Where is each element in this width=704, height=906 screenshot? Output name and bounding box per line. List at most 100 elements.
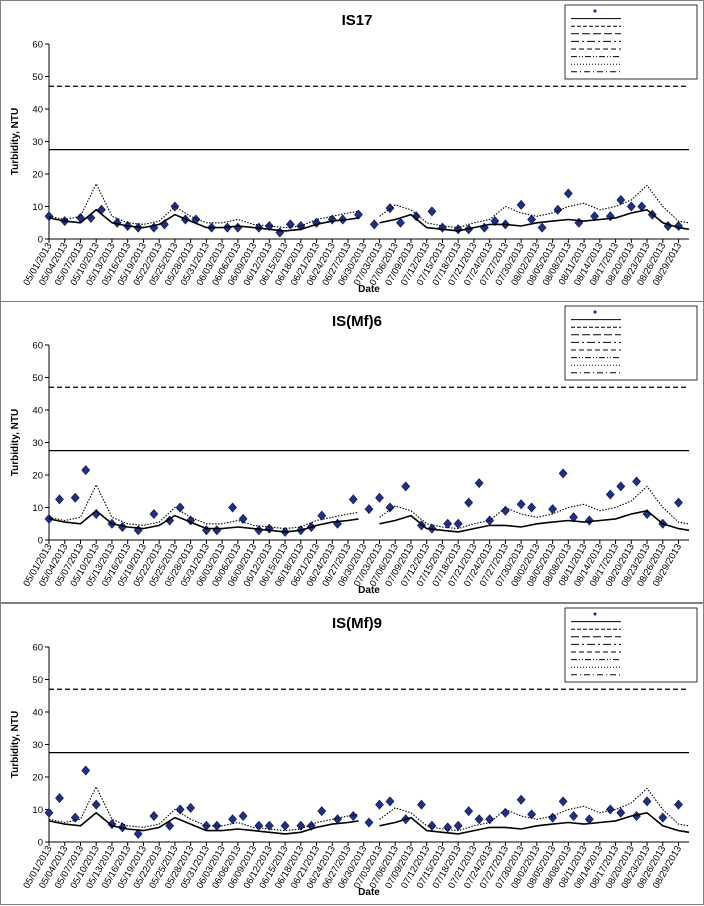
data-point-diamond <box>553 204 563 215</box>
data-point-diamond <box>348 494 358 505</box>
data-point-diamond <box>616 807 626 818</box>
y-tick-label: 10 <box>32 805 43 816</box>
data-point-diamond <box>527 502 537 513</box>
y-axis-title: Turbidity, NTU <box>10 108 21 175</box>
y-tick-label: 0 <box>38 235 43 246</box>
data-point-diamond <box>364 817 374 828</box>
data-point-diamond <box>453 518 463 529</box>
y-tick-label: 30 <box>32 740 43 751</box>
data-point-diamond <box>485 814 495 825</box>
data-point-diamond <box>55 494 64 505</box>
data-point-diamond <box>44 211 54 222</box>
y-tick-label: 0 <box>38 536 43 547</box>
data-point-diamond <box>385 796 395 807</box>
chart-title: IS17 <box>342 12 373 29</box>
data-point-diamond <box>70 492 80 503</box>
data-point-diamond <box>81 465 91 476</box>
y-tick-label: 50 <box>32 72 43 83</box>
y-tick-label: 10 <box>32 202 43 213</box>
data-point-diamond <box>490 216 500 227</box>
chart-panel: IS(Mf)6 Turbidity, NTU Date 0 10 20 30 40 50 60 05… <box>0 301 704 603</box>
series-line-solid <box>379 509 690 533</box>
y-axis-title: Turbidity, NTU <box>10 409 21 476</box>
data-point-diamond <box>516 794 526 805</box>
data-point-diamond <box>674 497 683 508</box>
data-point-diamond <box>438 222 447 233</box>
chart-panel: IS(Mf)9 Turbidity, NTU Date 0 10 20 30 40 50 60 05… <box>0 603 704 905</box>
chart-title: IS(Mf)6 <box>332 313 382 330</box>
data-point-diamond <box>548 812 558 823</box>
legend-box <box>564 4 698 80</box>
data-point-diamond <box>411 211 421 222</box>
data-point-diamond <box>385 502 395 513</box>
y-tick-label: 60 <box>32 341 43 352</box>
data-point-diamond <box>264 523 274 534</box>
data-point-diamond <box>149 811 159 821</box>
y-tick-label: 50 <box>32 675 43 686</box>
data-point-diamond <box>464 806 474 817</box>
data-point-diamond <box>70 812 80 823</box>
legend <box>564 4 698 80</box>
data-point-diamond <box>186 802 196 813</box>
y-tick-label: 20 <box>32 471 43 482</box>
legend-marker <box>593 612 597 616</box>
legend <box>564 305 698 381</box>
data-point-diamond <box>537 222 547 233</box>
data-point-diamond <box>175 804 185 815</box>
data-point-diamond <box>632 476 641 487</box>
data-point-diamond <box>584 515 594 526</box>
data-point-diamond <box>474 478 484 489</box>
y-tick-label: 30 <box>32 137 43 148</box>
y-tick-label: 40 <box>32 406 43 417</box>
y-tick-label: 20 <box>32 773 43 784</box>
data-point-diamond <box>212 820 222 831</box>
series-line-solid <box>48 811 359 835</box>
series-line-solid <box>48 509 359 533</box>
data-point-diamond <box>238 513 248 524</box>
data-point-diamond <box>264 820 274 831</box>
x-axis-title: Date <box>358 585 380 596</box>
legend-marker <box>593 310 597 314</box>
data-point-diamond <box>175 502 185 513</box>
series-line-dotted <box>48 483 359 530</box>
data-point-diamond <box>427 820 437 831</box>
series-line-dotted <box>379 787 690 832</box>
series-line-dotted <box>48 785 359 832</box>
series-line-solid <box>379 811 690 835</box>
legend-box <box>564 607 698 683</box>
data-point-diamond <box>81 765 91 776</box>
y-tick-label: 0 <box>38 838 43 849</box>
data-point-diamond <box>133 828 143 839</box>
data-point-diamond <box>558 796 568 807</box>
data-point-diamond <box>569 811 578 821</box>
data-point-diamond <box>254 820 264 831</box>
data-point-diamond <box>453 224 463 235</box>
chart-panel: IS17 Turbidity, NTU Date 0 10 20 30 40 50 60 05/01… <box>0 0 704 302</box>
y-tick-label: 60 <box>32 643 43 654</box>
data-point-diamond <box>228 502 238 513</box>
series-line-dotted <box>379 485 690 530</box>
data-point-diamond <box>354 209 363 220</box>
series-line-solid <box>379 208 690 232</box>
series-line-dotted <box>48 182 359 229</box>
data-point-diamond <box>238 811 248 821</box>
legend-box <box>564 305 698 381</box>
data-point-diamond <box>44 513 54 524</box>
data-point-diamond <box>474 814 484 825</box>
y-tick-label: 60 <box>32 40 43 51</box>
data-point-diamond <box>616 481 626 492</box>
y-tick-label: 40 <box>32 708 43 719</box>
data-point-diamond <box>228 814 238 825</box>
data-point-diamond <box>333 814 342 825</box>
y-axis-title: Turbidity, NTU <box>10 711 21 778</box>
data-point-diamond <box>55 793 64 804</box>
data-point-diamond <box>527 809 537 820</box>
data-point-diamond <box>658 812 668 823</box>
chart-title: IS(Mf)9 <box>332 615 382 632</box>
data-point-diamond <box>642 796 652 807</box>
y-tick-label: 20 <box>32 170 43 181</box>
data-point-diamond <box>563 188 573 199</box>
